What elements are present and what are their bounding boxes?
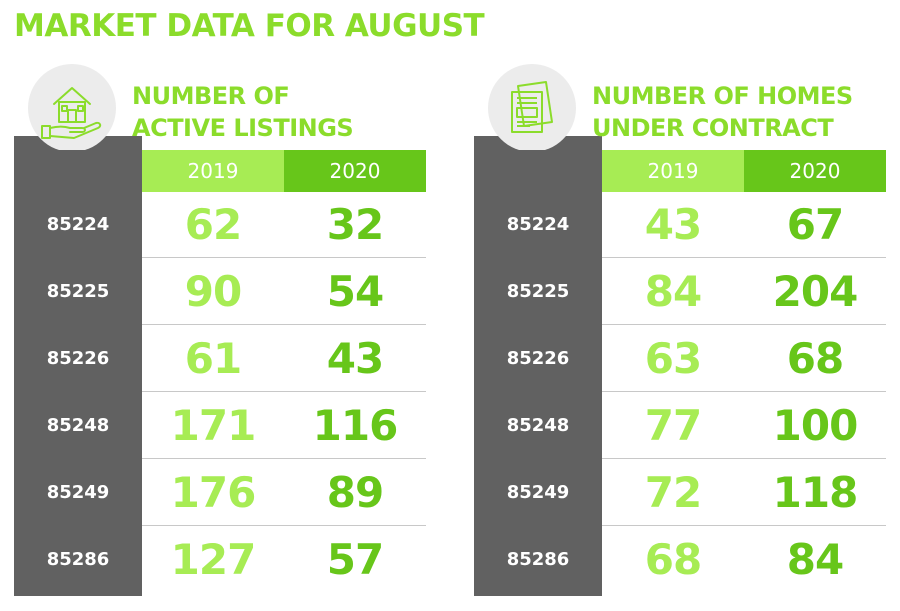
row-divider <box>142 324 426 325</box>
value-2019: 171 <box>170 401 257 450</box>
table-row: 85225 84 204 <box>474 259 886 325</box>
row-divider <box>602 391 886 392</box>
contract-document-icon <box>488 64 576 152</box>
row-divider <box>602 257 886 258</box>
value-2020: 43 <box>326 334 384 383</box>
value-2019: 68 <box>644 535 702 584</box>
table-row: 85225 90 54 <box>14 259 426 325</box>
table-row: 85286 127 57 <box>14 527 426 593</box>
value-2019: 77 <box>644 401 702 450</box>
zip-code-label: 85286 <box>506 549 570 570</box>
value-2020: 68 <box>786 334 844 383</box>
value-2020: 32 <box>326 200 384 249</box>
zip-code-label: 85226 <box>46 348 110 369</box>
zip-code-label: 85249 <box>506 482 570 503</box>
row-divider <box>602 525 886 526</box>
table-row: 85226 63 68 <box>474 326 886 392</box>
zip-column <box>474 150 602 596</box>
value-2020: 116 <box>312 401 399 450</box>
value-2020: 204 <box>772 267 859 316</box>
column-header-2019: 2019 <box>142 150 284 192</box>
under-contract-panel: NUMBER OF HOMES UNDER CONTRACT 2019 2020… <box>474 0 894 611</box>
value-2020: 57 <box>326 535 384 584</box>
panel-title: NUMBER OF ACTIVE LISTINGS <box>132 82 354 142</box>
row-divider <box>142 525 426 526</box>
zip-code-label: 85225 <box>46 281 110 302</box>
table-row: 85248 77 100 <box>474 393 886 459</box>
zip-code-label: 85249 <box>46 482 110 503</box>
value-2019: 43 <box>644 200 702 249</box>
table-row: 85286 68 84 <box>474 527 886 593</box>
zip-code-label: 85248 <box>506 415 570 436</box>
page-title: MARKET DATA FOR AUGUST <box>14 8 485 44</box>
value-2019: 61 <box>184 334 242 383</box>
value-2020: 84 <box>786 535 844 584</box>
value-2020: 89 <box>326 468 384 517</box>
table-row: 85224 62 32 <box>14 192 426 258</box>
value-2019: 72 <box>644 468 702 517</box>
row-divider <box>142 257 426 258</box>
zip-code-label: 85224 <box>506 214 570 235</box>
value-2019: 127 <box>170 535 257 584</box>
active-listings-panel: NUMBER OF ACTIVE LISTINGS 2019 2020 8522… <box>14 0 434 611</box>
table-row: 85226 61 43 <box>14 326 426 392</box>
zip-code-label: 85224 <box>46 214 110 235</box>
zip-code-label: 85286 <box>46 549 110 570</box>
value-2020: 118 <box>772 468 859 517</box>
value-2020: 67 <box>786 200 844 249</box>
row-divider <box>142 458 426 459</box>
value-2019: 84 <box>644 267 702 316</box>
table-row: 85249 176 89 <box>14 460 426 526</box>
value-2020: 100 <box>772 401 859 450</box>
table-row: 85224 43 67 <box>474 192 886 258</box>
value-2019: 63 <box>644 334 702 383</box>
column-header-2020: 2020 <box>284 150 426 192</box>
row-divider <box>602 324 886 325</box>
row-divider <box>142 391 426 392</box>
zip-code-label: 85248 <box>46 415 110 436</box>
zip-column <box>14 150 142 596</box>
column-header-2019: 2019 <box>602 150 744 192</box>
value-2020: 54 <box>326 267 384 316</box>
column-header-2020: 2020 <box>744 150 886 192</box>
value-2019: 176 <box>170 468 257 517</box>
table-row: 85248 171 116 <box>14 393 426 459</box>
house-in-hand-icon <box>28 64 116 152</box>
row-divider <box>602 458 886 459</box>
table-row: 85249 72 118 <box>474 460 886 526</box>
panel-title: NUMBER OF HOMES UNDER CONTRACT <box>592 82 853 142</box>
value-2019: 62 <box>184 200 242 249</box>
zip-code-label: 85226 <box>506 348 570 369</box>
zip-code-label: 85225 <box>506 281 570 302</box>
value-2019: 90 <box>184 267 242 316</box>
